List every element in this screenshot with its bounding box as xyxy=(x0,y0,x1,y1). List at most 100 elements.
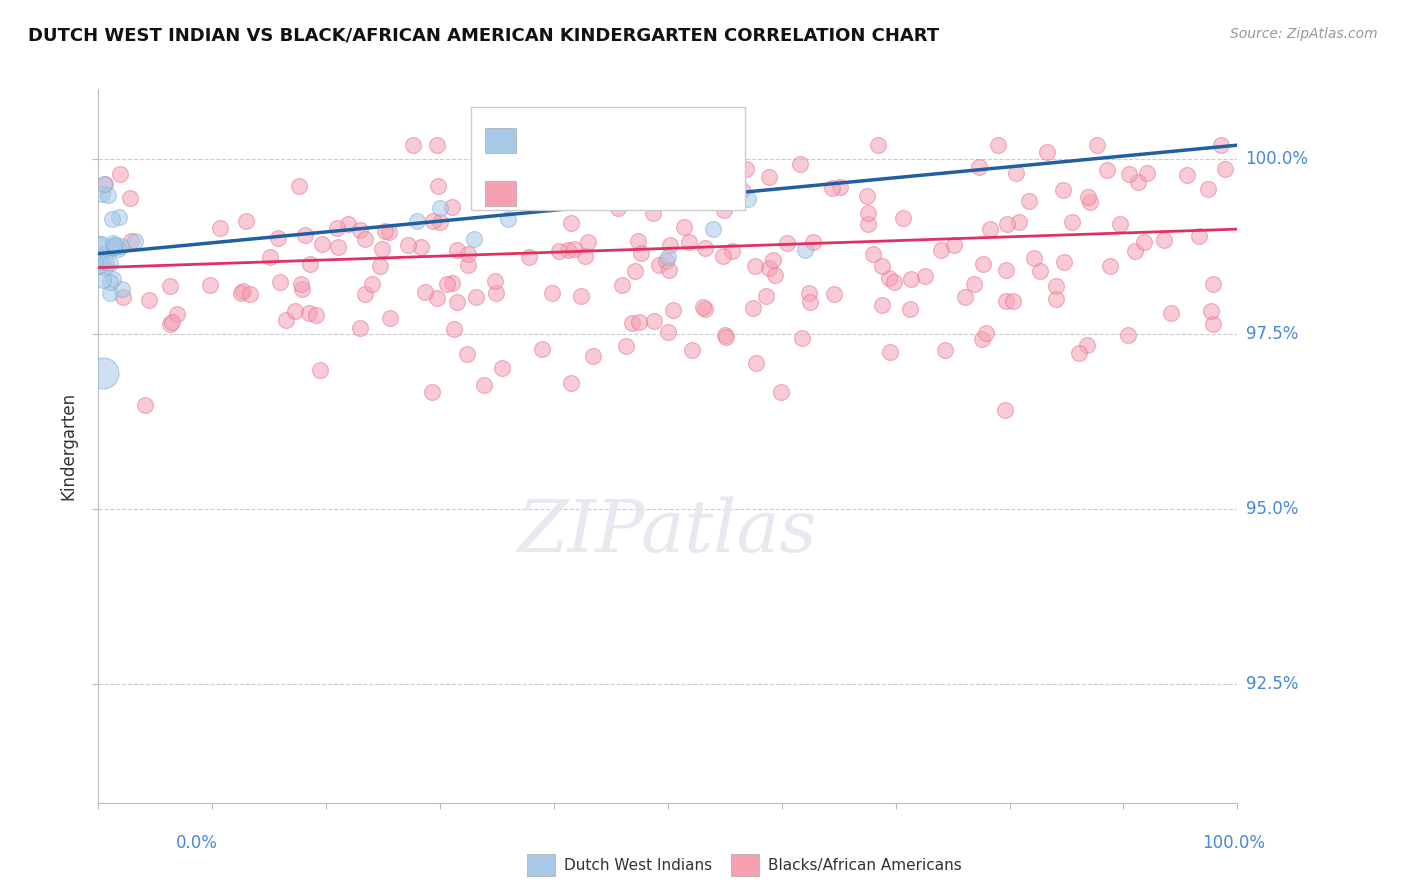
Point xyxy=(970,332,993,346)
Point xyxy=(1004,166,1026,180)
Point xyxy=(731,184,754,198)
Point xyxy=(856,189,879,203)
Point xyxy=(1213,162,1236,177)
Point xyxy=(396,238,419,252)
Point xyxy=(349,321,371,335)
Point xyxy=(994,294,1017,309)
Point xyxy=(1188,229,1211,244)
Text: ZIPatlas: ZIPatlas xyxy=(517,496,818,567)
Point xyxy=(90,237,112,252)
Point xyxy=(374,224,396,238)
Point xyxy=(830,180,852,194)
Point xyxy=(974,326,997,340)
Point xyxy=(267,231,290,245)
Point xyxy=(987,138,1010,153)
Point xyxy=(436,277,458,291)
Point xyxy=(994,403,1017,417)
Point xyxy=(531,343,554,357)
Point xyxy=(614,339,637,353)
Point xyxy=(494,145,516,159)
Text: Source: ZipAtlas.com: Source: ZipAtlas.com xyxy=(1230,27,1378,41)
Point xyxy=(872,260,894,274)
Point xyxy=(758,170,780,185)
Point xyxy=(721,244,744,259)
Point xyxy=(571,289,593,303)
Point xyxy=(714,327,737,342)
Point xyxy=(107,210,129,224)
Point xyxy=(547,244,569,258)
Point xyxy=(354,287,377,301)
Point xyxy=(429,201,451,215)
Point xyxy=(420,385,443,400)
Point xyxy=(517,250,540,264)
Point xyxy=(695,241,717,255)
Point xyxy=(654,254,676,268)
Point xyxy=(311,237,333,252)
Point xyxy=(1116,328,1139,343)
Point xyxy=(485,286,508,301)
Point xyxy=(457,247,479,261)
Point xyxy=(643,314,665,328)
Point xyxy=(942,238,965,252)
Point xyxy=(239,287,262,301)
Point xyxy=(441,276,464,290)
Point xyxy=(673,220,696,235)
Point xyxy=(489,192,512,206)
Point xyxy=(98,256,121,270)
Point xyxy=(1202,277,1225,291)
Point xyxy=(166,307,188,321)
Text: DUTCH WEST INDIAN VS BLACK/AFRICAN AMERICAN KINDERGARTEN CORRELATION CHART: DUTCH WEST INDIAN VS BLACK/AFRICAN AMERI… xyxy=(28,27,939,45)
Point xyxy=(658,263,681,277)
Point xyxy=(628,315,651,329)
Point xyxy=(612,158,634,172)
Point xyxy=(1067,345,1090,359)
Point xyxy=(98,275,121,289)
Point xyxy=(361,277,384,291)
Point xyxy=(297,305,319,319)
Point xyxy=(160,315,183,329)
Point xyxy=(446,243,468,257)
Point xyxy=(914,268,936,283)
Text: Blacks/African Americans: Blacks/African Americans xyxy=(768,858,962,872)
Point xyxy=(745,355,768,369)
Point xyxy=(87,254,110,268)
Point xyxy=(426,291,449,305)
Point xyxy=(101,236,124,251)
Point xyxy=(93,177,115,191)
Point xyxy=(702,222,724,236)
Point xyxy=(110,238,132,252)
Point xyxy=(540,188,562,202)
Point xyxy=(770,384,793,399)
Point xyxy=(564,242,586,256)
Point xyxy=(610,278,633,293)
Point xyxy=(120,235,142,249)
Point xyxy=(409,239,432,253)
Point xyxy=(91,366,114,380)
Text: 100.0%: 100.0% xyxy=(1246,150,1309,169)
Point xyxy=(742,301,765,316)
Point xyxy=(103,240,125,254)
Point xyxy=(868,138,890,153)
Point xyxy=(446,295,468,310)
Point xyxy=(93,261,115,276)
Point xyxy=(229,286,252,301)
Point xyxy=(963,277,986,292)
Point xyxy=(104,238,127,252)
Point xyxy=(413,285,436,299)
Point xyxy=(891,211,914,225)
Point xyxy=(159,278,181,293)
Point xyxy=(101,272,124,286)
Point xyxy=(681,343,703,358)
Point xyxy=(1108,218,1130,232)
Point xyxy=(134,398,156,412)
Point xyxy=(1199,304,1222,318)
Point xyxy=(979,221,1001,235)
Point xyxy=(755,289,778,303)
Point xyxy=(995,217,1018,231)
Point xyxy=(994,263,1017,277)
Point xyxy=(799,285,821,300)
Point xyxy=(1153,233,1175,247)
Point xyxy=(620,316,643,330)
Point xyxy=(763,268,786,282)
Point xyxy=(101,238,124,252)
